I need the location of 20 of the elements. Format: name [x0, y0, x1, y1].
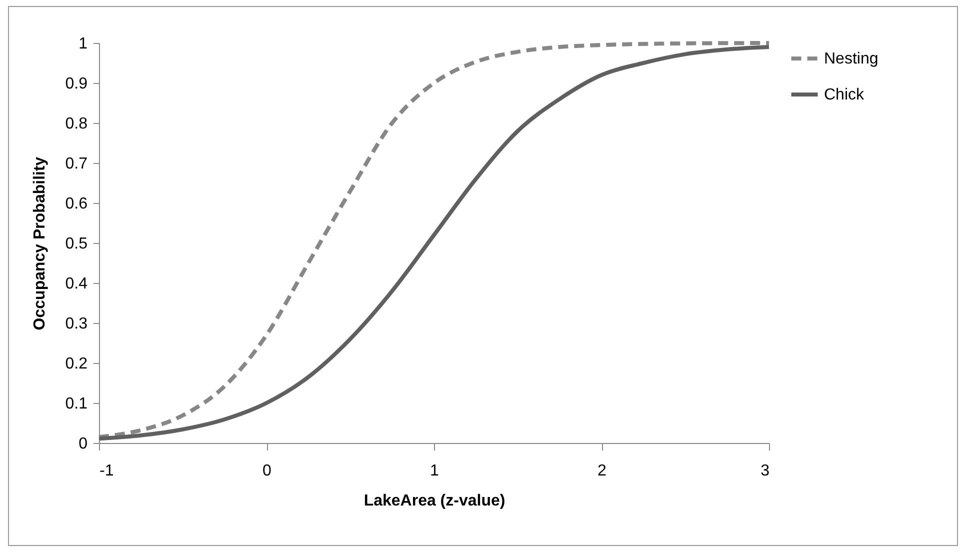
legend-label: Chick [824, 86, 866, 104]
x-axis-title: LakeArea (z-value) [364, 492, 506, 510]
y-tick-label: 0.7 [65, 156, 88, 172]
y-tick-label: 0 [78, 436, 88, 452]
legend-label: Nesting [824, 50, 878, 68]
y-tick-label: 0.1 [65, 396, 88, 412]
y-tick-label: 0.5 [65, 236, 88, 252]
x-tick-label: 1 [430, 462, 440, 480]
x-tick-label: 0 [262, 462, 272, 480]
y-tick-label: 1 [78, 36, 88, 52]
x-tick-label: -1 [100, 462, 114, 480]
x-tick-label: 3 [760, 462, 770, 480]
y-tick-label: 0.4 [65, 276, 88, 292]
x-tick-label: 2 [598, 462, 607, 480]
y-tick-label: 0.3 [65, 316, 88, 332]
y-tick-label: 0.9 [65, 76, 88, 92]
y-tick-label: 0.8 [65, 116, 88, 132]
y-tick-label: 0.6 [65, 196, 88, 212]
y-axis-title: Occupancy Probability [31, 156, 48, 330]
y-tick-label: 0.2 [65, 356, 88, 372]
